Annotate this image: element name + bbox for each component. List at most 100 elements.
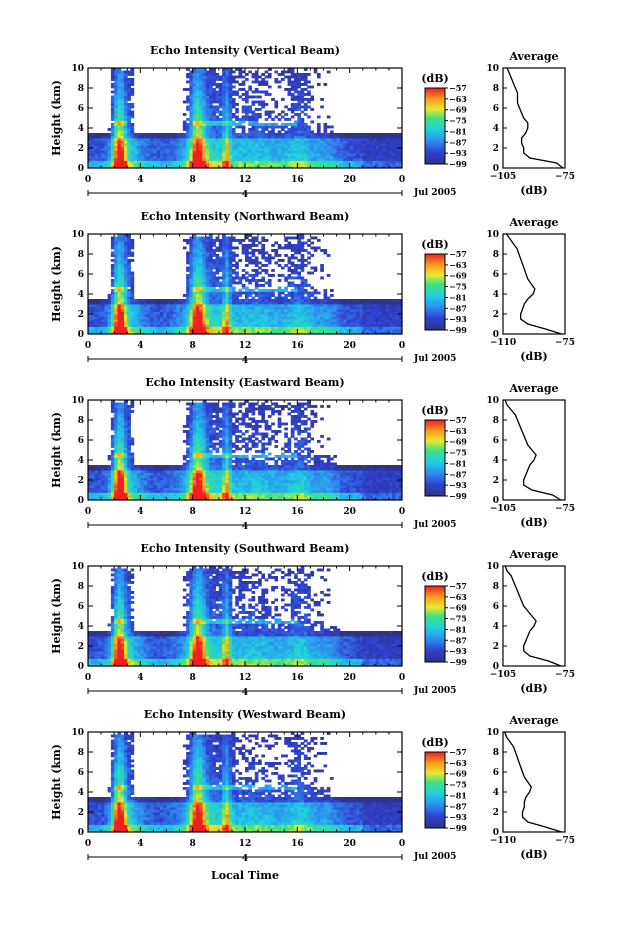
heatmap-cell xyxy=(222,299,226,302)
heatmap-cell xyxy=(179,301,184,305)
heatmap-cell xyxy=(258,306,262,310)
heatmap-cell xyxy=(395,143,400,146)
heatmap-cell xyxy=(231,331,236,335)
heatmap-cell xyxy=(127,301,131,305)
heatmap-cell xyxy=(307,321,311,325)
heatmap-cell xyxy=(199,241,203,245)
heatmap-cell xyxy=(369,299,373,302)
heatmap-cell xyxy=(392,143,396,146)
heatmap-cell xyxy=(231,279,236,282)
heatmap-cell xyxy=(225,143,230,146)
heatmap-cell xyxy=(287,75,292,79)
heatmap-cell xyxy=(199,239,203,242)
heatmap-cell xyxy=(215,329,220,332)
heatmap-cell xyxy=(120,294,125,297)
heatmap-cell xyxy=(245,165,249,169)
heatmap-cell xyxy=(238,155,243,159)
heatmap-cell xyxy=(398,135,403,139)
heatmap-cell xyxy=(192,88,197,91)
heatmap-cell xyxy=(110,148,115,151)
heatmap-cell xyxy=(130,319,135,322)
heatmap-cell xyxy=(359,155,364,159)
heatmap-cell xyxy=(277,130,282,134)
heatmap-cell xyxy=(274,249,279,252)
heatmap-cell xyxy=(385,150,390,154)
heatmap-cell xyxy=(195,266,200,270)
heatmap-cell xyxy=(215,83,220,86)
heatmap-cell xyxy=(349,324,354,327)
heatmap-cell xyxy=(254,148,259,151)
heatmap-cell xyxy=(271,155,275,159)
heatmap-cell xyxy=(392,319,396,322)
heatmap-cell xyxy=(218,294,223,297)
heatmap-cell xyxy=(127,319,131,322)
heatmap-cell xyxy=(339,314,344,317)
heatmap-cell xyxy=(212,281,216,285)
heatmap-cell xyxy=(153,143,158,146)
heatmap-cell xyxy=(192,83,197,86)
heatmap-cell xyxy=(150,160,154,164)
heatmap-cell xyxy=(290,93,295,96)
heatmap-cell xyxy=(297,299,301,302)
heatmap-cell xyxy=(192,125,197,129)
heatmap-cell xyxy=(127,455,131,458)
heatmap-cell xyxy=(343,311,347,315)
heatmap-cell xyxy=(123,422,128,426)
heatmap-cell xyxy=(179,321,184,325)
heatmap-cell xyxy=(209,128,213,131)
heatmap-cell xyxy=(146,135,151,139)
heatmap-cell xyxy=(241,239,246,242)
heatmap-cell xyxy=(225,306,230,310)
heatmap-cell xyxy=(356,326,360,330)
heatmap-cell xyxy=(192,304,197,307)
heatmap-cell xyxy=(166,319,171,322)
heatmap-cell xyxy=(362,140,367,144)
heatmap-cell xyxy=(343,135,347,139)
heatmap-cell xyxy=(120,128,125,131)
heatmap-cell xyxy=(287,326,292,330)
heatmap-cell xyxy=(186,241,190,245)
heatmap-cell xyxy=(303,80,308,84)
heatmap-cell xyxy=(251,133,256,136)
heatmap-cell xyxy=(372,324,377,327)
heatmap-cell xyxy=(346,329,351,332)
heatmap-cell xyxy=(202,301,207,305)
heatmap-cell xyxy=(307,133,311,136)
heatmap-cell xyxy=(222,296,226,300)
heatmap-cell xyxy=(120,108,125,111)
heatmap-cell xyxy=(222,264,226,267)
heatmap-cell xyxy=(173,299,177,302)
heatmap-cell xyxy=(254,118,259,121)
heatmap-cell xyxy=(297,266,301,270)
heatmap-cell xyxy=(323,321,328,325)
heatmap-cell xyxy=(398,143,403,146)
heatmap-cell xyxy=(189,163,194,166)
day-marker: 4 xyxy=(242,190,248,200)
heatmap-cell xyxy=(130,314,135,317)
heatmap-cell xyxy=(195,145,200,149)
heatmap-cell xyxy=(212,321,216,325)
heatmap-cell xyxy=(251,304,256,307)
heatmap-cell xyxy=(212,153,216,156)
heatmap-cell xyxy=(114,239,118,242)
heatmap-cell xyxy=(117,309,122,312)
heatmap-cell xyxy=(186,259,190,262)
heatmap-cell xyxy=(372,135,377,139)
heatmap-cell xyxy=(316,125,321,129)
heatmap-cell xyxy=(261,329,266,332)
heatmap-cell xyxy=(97,321,102,325)
heatmap-cell xyxy=(300,95,305,99)
heatmap-cell xyxy=(274,123,279,126)
heatmap-cell xyxy=(91,133,95,136)
heatmap-cell xyxy=(356,143,360,146)
heatmap-cell xyxy=(212,286,216,290)
heatmap-cell xyxy=(163,326,167,330)
heatmap-cell xyxy=(127,133,131,136)
heatmap-cell xyxy=(228,286,233,290)
average-y-tick-label: 10 xyxy=(486,64,499,74)
heatmap-cell xyxy=(120,249,125,252)
heatmap-cell xyxy=(375,306,380,310)
heatmap-cell xyxy=(333,326,337,330)
heatmap-cell xyxy=(110,487,115,491)
heatmap-cell xyxy=(284,125,288,129)
